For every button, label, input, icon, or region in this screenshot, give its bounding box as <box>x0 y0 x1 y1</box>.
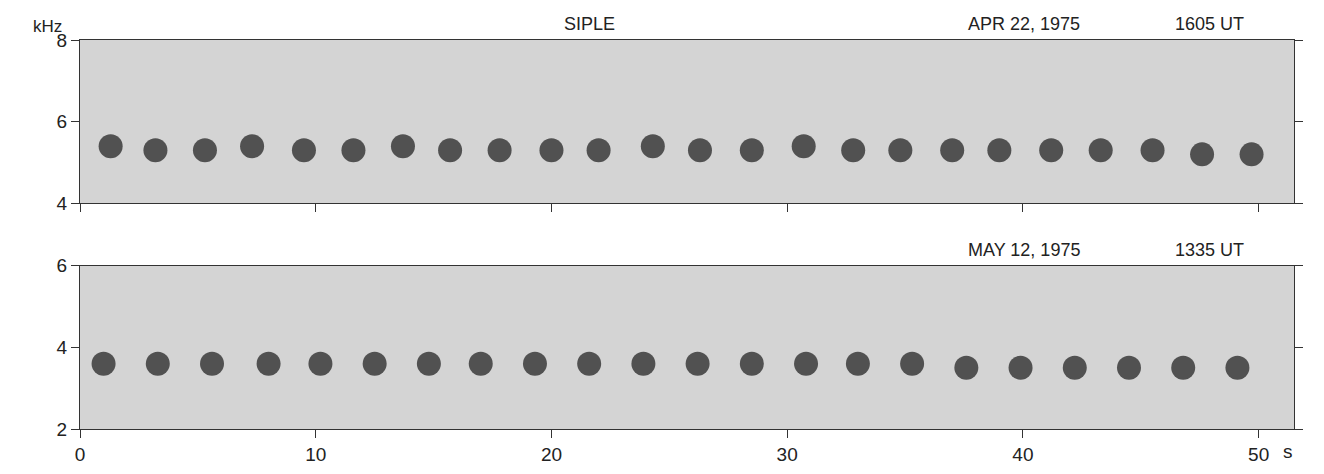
svg-text:30: 30 <box>777 444 798 465</box>
svg-text:10: 10 <box>305 444 326 465</box>
svg-text:SIPLE: SIPLE <box>564 14 615 34</box>
svg-text:50: 50 <box>1248 444 1269 465</box>
svg-text:2: 2 <box>57 419 68 440</box>
svg-text:1605 UT: 1605 UT <box>1175 14 1244 34</box>
svg-text:kHz: kHz <box>33 17 62 36</box>
svg-text:APR 22, 1975: APR 22, 1975 <box>968 14 1080 34</box>
svg-text:20: 20 <box>541 444 562 465</box>
svg-text:6: 6 <box>57 255 68 276</box>
svg-text:0: 0 <box>75 444 86 465</box>
svg-text:4: 4 <box>57 193 68 214</box>
svg-text:s: s <box>1283 441 1293 462</box>
svg-text:MAY 12, 1975: MAY 12, 1975 <box>968 240 1080 260</box>
svg-text:1335 UT: 1335 UT <box>1175 240 1244 260</box>
svg-text:6: 6 <box>57 111 68 132</box>
svg-text:8: 8 <box>57 30 68 51</box>
svg-text:4: 4 <box>57 337 68 358</box>
svg-text:40: 40 <box>1012 444 1033 465</box>
